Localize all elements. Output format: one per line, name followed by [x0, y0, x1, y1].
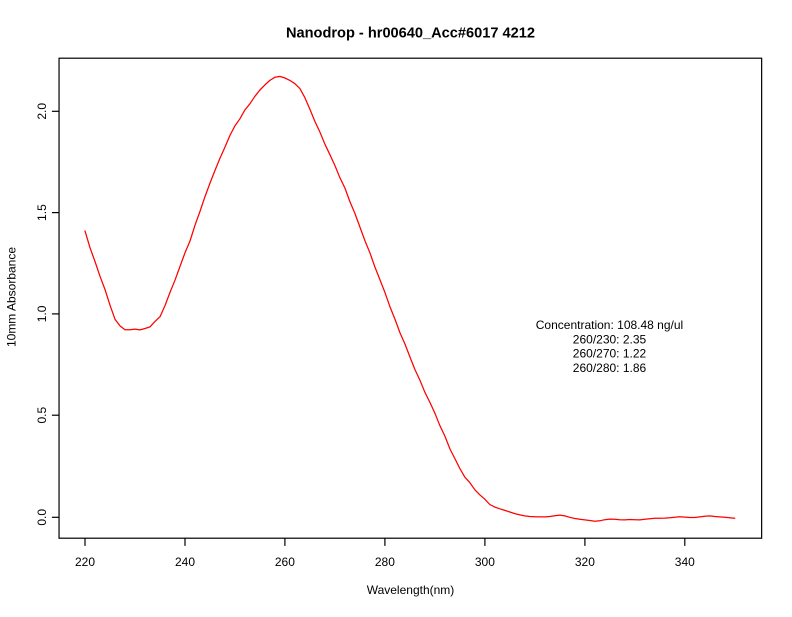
svg-text:320: 320	[575, 555, 595, 569]
svg-text:Nanodrop - hr00640_Acc#6017 42: Nanodrop - hr00640_Acc#6017 4212	[286, 26, 535, 42]
svg-text:260/280: 1.86: 260/280: 1.86	[573, 361, 647, 375]
svg-text:260: 260	[275, 555, 295, 569]
svg-text:300: 300	[475, 555, 495, 569]
svg-text:Wavelength(nm): Wavelength(nm)	[367, 583, 455, 597]
svg-text:280: 280	[375, 555, 395, 569]
svg-text:10mm Absorbance: 10mm Absorbance	[5, 247, 19, 347]
svg-text:0.0: 0.0	[35, 509, 49, 526]
svg-text:1.5: 1.5	[35, 204, 49, 221]
svg-text:240: 240	[175, 555, 195, 569]
svg-text:220: 220	[75, 555, 95, 569]
svg-text:260/270: 1.22: 260/270: 1.22	[573, 347, 647, 361]
svg-text:340: 340	[675, 555, 695, 569]
svg-text:2.0: 2.0	[35, 103, 49, 120]
svg-text:1.0: 1.0	[35, 305, 49, 322]
svg-text:Concentration: 108.48 ng/ul: Concentration: 108.48 ng/ul	[536, 318, 683, 332]
svg-text:260/230: 2.35: 260/230: 2.35	[573, 332, 647, 346]
svg-text:0.5: 0.5	[35, 407, 49, 424]
